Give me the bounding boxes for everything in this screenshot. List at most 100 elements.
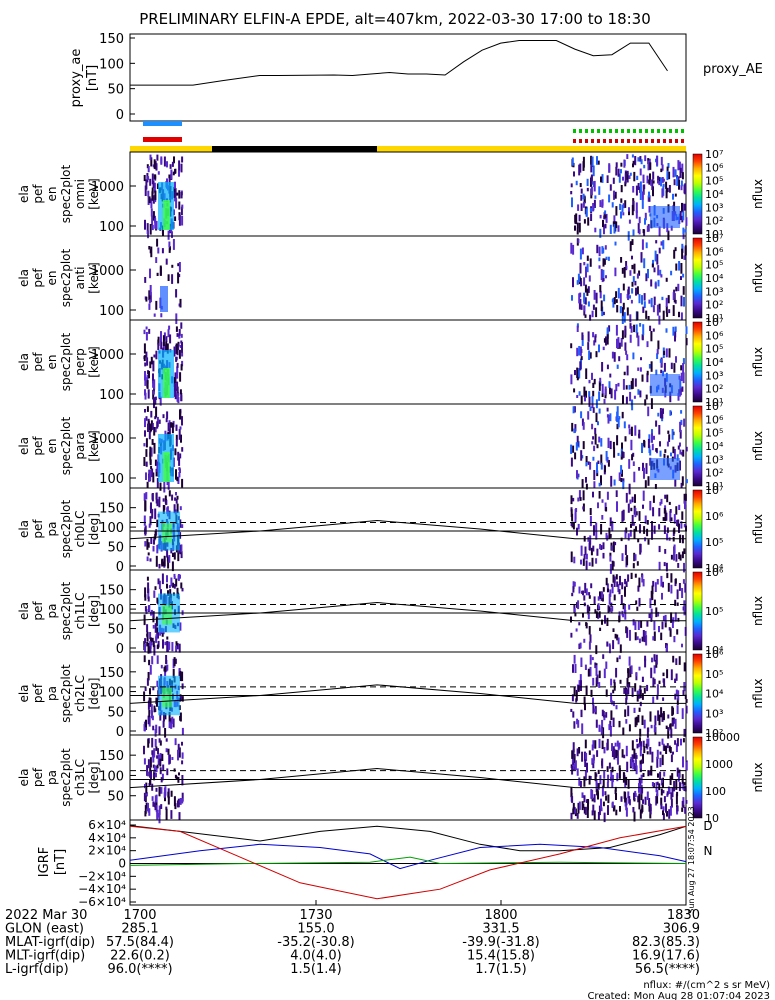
spectro-pixel [637, 183, 640, 190]
spectro-pixel [685, 326, 688, 334]
spectro-pixel [621, 442, 623, 451]
spectro-pixel [579, 642, 582, 649]
spectro-pixel [606, 617, 609, 626]
energy-ylabel: perp [73, 348, 87, 376]
spectro-pixel [660, 274, 663, 278]
spectro-pixel [176, 192, 179, 196]
spectro-pixel [598, 738, 601, 749]
spectro-pixel [666, 669, 669, 679]
spectro-pixel [662, 310, 665, 321]
spectro-pixel [622, 395, 624, 404]
spectro-pixel [588, 275, 591, 282]
spectro-pixel [655, 420, 658, 427]
spectro-pixel [636, 175, 639, 180]
spectro-pixel [145, 351, 148, 358]
spectro-pixel [642, 174, 645, 183]
spectro-pixel [671, 429, 674, 440]
spectro-pixel [158, 813, 161, 824]
spectro-pixel [642, 579, 645, 587]
spectro-pixel [670, 517, 673, 522]
spectro-pixel [605, 451, 608, 461]
spectro-pixel [654, 484, 657, 489]
spectro-pixel [604, 223, 607, 229]
spectro-pixel [661, 188, 664, 198]
spectro-pixel [648, 445, 651, 453]
spectro-pixel [630, 756, 633, 767]
spectro-pixel [151, 737, 154, 748]
spectro-pixel [629, 529, 632, 537]
spectro-pixel [682, 783, 685, 790]
spectro-pixel [586, 762, 588, 773]
spectro-pixel [615, 166, 618, 176]
spectro-pixel [177, 397, 180, 404]
spectro-pixel [611, 778, 614, 788]
spectro-pixel [591, 372, 593, 380]
spectro-pixel [613, 679, 616, 684]
spectro-pixel [668, 185, 671, 193]
spectro-pixel [612, 541, 615, 553]
spectro-pixel [622, 283, 625, 291]
spectro-pixel [145, 179, 148, 190]
spectro-pixel [652, 507, 655, 517]
spectro-pixel [630, 439, 633, 451]
spectro-pixel [662, 810, 664, 816]
spectro-pixel [153, 645, 156, 656]
spectro-pixel [652, 580, 655, 587]
spectro-pixel [578, 214, 581, 222]
spectro-pixel [162, 342, 165, 353]
spectro-pixel [671, 719, 674, 726]
spectro-pixel [594, 335, 597, 343]
spectro-pixel [158, 805, 161, 815]
spectro-pixel [661, 621, 664, 630]
igrf-by-curve [129, 856, 687, 866]
spectro-pixel [163, 332, 166, 337]
spectro-pixel [579, 262, 582, 274]
spectro-pixel [603, 258, 606, 265]
spectro-pixel [181, 760, 184, 765]
spectro-pixel [668, 348, 671, 358]
spectro-pixel [144, 541, 147, 547]
spectro-pixel [627, 668, 630, 674]
spectro-pixel [596, 750, 599, 757]
spectro-pixel [659, 269, 662, 276]
spectro-pixel [574, 370, 576, 376]
spectro-pixel [676, 805, 679, 812]
energy-tick-label: 1000 [91, 432, 124, 447]
spectro-pixel [154, 623, 157, 633]
spectro-pixel [623, 687, 626, 694]
spectro-pixel [586, 187, 589, 192]
spectro-pixel [681, 248, 684, 259]
spectro-pixel [632, 163, 634, 168]
spectro-pixel [181, 587, 184, 592]
spectro-pixel [579, 361, 582, 371]
spectro-pixel [627, 503, 630, 513]
spectro-pixel [679, 554, 682, 561]
spectro-pixel [653, 620, 656, 631]
spectro-pixel [681, 476, 684, 486]
red-dot [621, 139, 624, 143]
spectro-pixel [674, 331, 676, 342]
pa-ylabel: pa [45, 522, 59, 537]
spectro-pixel [167, 480, 170, 490]
spectro-pixel [682, 797, 685, 805]
spectro-pixel [155, 220, 158, 230]
spectro-pixel [588, 592, 591, 596]
spectro-pixel [669, 775, 672, 785]
spectro-pixel [578, 164, 581, 176]
spectro-pixel [593, 794, 596, 803]
spectro-pixel [678, 311, 680, 318]
spectro-pixel [570, 457, 573, 467]
spectro-pixel [684, 583, 687, 593]
spectro-pixel [613, 224, 616, 234]
spectro-pixel [659, 501, 662, 506]
spectro-pixel [181, 416, 183, 426]
spectro-pixel [178, 190, 181, 199]
spectro-pixel [172, 239, 175, 250]
spectro-pixel [152, 390, 155, 395]
spectro-pixel [591, 810, 594, 816]
spectro-pixel [621, 510, 624, 522]
spectro-pixel [666, 527, 669, 534]
spectro-pixel [580, 304, 583, 310]
spectro-pixel [595, 530, 598, 540]
spectro-pixel [602, 654, 605, 659]
